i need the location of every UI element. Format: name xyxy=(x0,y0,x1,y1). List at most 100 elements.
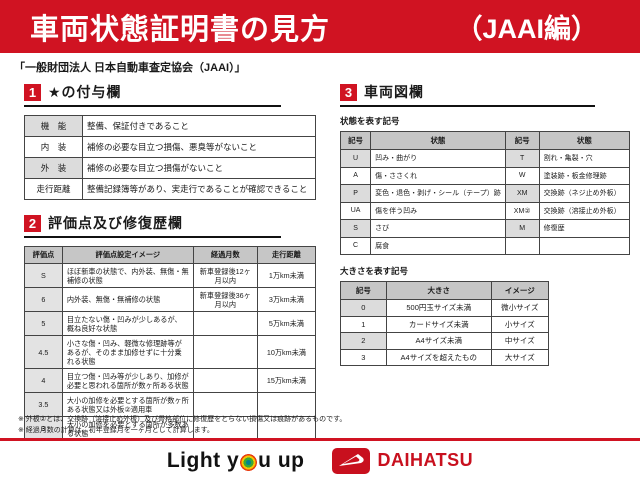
section-number-badge: 2 xyxy=(24,214,41,232)
daihatsu-logo: DAIHATSU xyxy=(332,447,474,474)
table-row: 5 目立たない傷・凹みが少しあるが、概ね良好な状態 5万km未満 xyxy=(24,311,317,336)
cell-image: 大サイズ xyxy=(490,348,549,366)
section-star-header: 1 ★の付与欄 xyxy=(24,82,281,107)
table-row: S さび M 修復歴 xyxy=(339,219,631,238)
target-circle-icon xyxy=(240,453,258,471)
cell-symbol: T xyxy=(504,149,540,168)
col-header-size: 大きさ xyxy=(385,281,492,300)
table-header-row: 記号 大きさ イメージ xyxy=(340,281,549,300)
cell-symbol: 3 xyxy=(340,348,387,366)
cell-state: 変色・退色・剥げ・シール（テープ）跡 xyxy=(370,184,506,203)
cell-desc: 小さな傷・凹み、軽微な修理跡等があるが、そのまま加修せずに十分乗れる状態 xyxy=(61,335,194,369)
table-row: U 凹み・曲がり T 割れ・亀裂・穴 xyxy=(339,149,631,168)
cell-distance: 1万km未満 xyxy=(256,263,317,288)
cell-score: 4.5 xyxy=(24,335,63,369)
cell-state: 交換跡（溶接止め外板） xyxy=(538,201,631,220)
cell-score: 4 xyxy=(24,368,63,393)
section-title: ★の付与欄 xyxy=(48,84,122,100)
cell-symbol: 2 xyxy=(340,332,387,350)
cell-category: 内 装 xyxy=(24,136,83,158)
col-header-symbol: 記号 xyxy=(504,131,540,150)
cell-symbol: XM② xyxy=(504,201,540,220)
cell-symbol: P xyxy=(339,184,372,203)
section-evaluation-header: 2 評価点及び修復歴欄 xyxy=(24,213,281,238)
cell-distance: 5万km未満 xyxy=(256,311,317,336)
cell-symbol xyxy=(504,236,540,255)
slogan-text-right: u up xyxy=(258,448,305,472)
section-title: 車両図欄 xyxy=(364,84,424,100)
table-row: 3.5 大小の加修を必要とする箇所が数ヶ所ある状態又は外板②適用車 xyxy=(24,392,317,417)
daihatsu-mark-icon xyxy=(332,447,371,474)
table-row: 外 装 補修の必要な目立つ損傷がないこと xyxy=(24,157,316,179)
cell-distance: 15万km未満 xyxy=(256,368,317,393)
cell-size: カードサイズ未満 xyxy=(385,315,492,333)
right-column: 3 車両図欄 状態を表す記号 記号 状態 記号 状態 U 凹み・曲がり T 割れ… xyxy=(339,82,631,480)
cell-distance: 10万km未満 xyxy=(256,335,317,369)
page-title-edition: （JAAI編） xyxy=(455,14,598,44)
table-row: C 腐食 xyxy=(339,236,631,255)
col-header-image: イメージ xyxy=(490,281,549,300)
cell-score: 6 xyxy=(24,287,63,312)
col-header-symbol: 記号 xyxy=(339,131,372,150)
cell-symbol: M xyxy=(504,219,540,238)
cell-desc: 内外装、無傷・無補修の状態 xyxy=(61,287,194,312)
cell-category: 走行距離 xyxy=(24,178,83,200)
col-header-symbol: 記号 xyxy=(340,281,387,300)
col-header-image: 評価点設定イメージ xyxy=(61,246,194,264)
size-symbols-table: 記号 大きさ イメージ 0 500円玉サイズ未満 微小サイズ 1 カードサイズ未… xyxy=(340,281,549,366)
cell-category: 外 装 xyxy=(24,157,83,179)
title-banner: 車両状態証明書の見方 （JAAI編） xyxy=(0,0,640,53)
cell-score: 3.5 xyxy=(24,392,63,417)
state-symbols-table: 記号 状態 記号 状態 U 凹み・曲がり T 割れ・亀裂・穴 A 傷・ささくれ … xyxy=(339,131,631,255)
cell-image: 微小サイズ xyxy=(490,299,549,317)
table-row: S ほぼ新車の状態で、内外装、無傷・無補修の状態 新車登録後12ヶ月以内 1万k… xyxy=(24,263,317,288)
slogan-text-left: Light y xyxy=(166,448,240,472)
cell-desc: ほぼ新車の状態で、内外装、無傷・無補修の状態 xyxy=(61,263,194,288)
cell-months xyxy=(192,335,258,369)
cell-score: S xyxy=(24,263,63,288)
col-header-distance: 走行距離 xyxy=(256,246,317,264)
cell-distance: 3万km未満 xyxy=(256,287,317,312)
cell-state: 傷を伴う凹み xyxy=(370,201,506,220)
col-header-months: 経過月数 xyxy=(192,246,258,264)
table-header-row: 評価点 評価点設定イメージ 経過月数 走行距離 xyxy=(24,246,317,264)
cell-symbol: U xyxy=(339,149,372,168)
table-row: UA 傷を伴う凹み XM② 交換跡（溶接止め外板） xyxy=(339,201,631,220)
col-header-score: 評価点 xyxy=(24,246,63,264)
cell-criteria: 整備記録簿等があり、実走行であることが確認できること xyxy=(82,178,316,200)
cell-state: 塗装跡・板金修理跡 xyxy=(538,166,631,185)
table-row: A 傷・ささくれ W 塗装跡・板金修理跡 xyxy=(339,166,631,185)
cell-months xyxy=(192,368,258,393)
cell-category: 機 能 xyxy=(24,115,83,137)
cell-size: A4サイズを超えたもの xyxy=(385,348,492,366)
table-row: 3 A4サイズを超えたもの 大サイズ xyxy=(340,348,549,366)
footnote-line: ※ 経過月数の計算は、初年登録月を一ヶ月として計算します。 xyxy=(18,426,214,434)
cell-distance xyxy=(256,392,317,417)
star-criteria-table: 機 能 整備、保証付きであること 内 装 補修の必要な目立つ損傷、悪臭等がないこ… xyxy=(24,115,316,200)
cell-symbol: W xyxy=(504,166,540,185)
table-row: 2 A4サイズ未満 中サイズ xyxy=(340,332,549,350)
cell-criteria: 整備、保証付きであること xyxy=(82,115,316,137)
cell-months: 新車登録後12ヶ月以内 xyxy=(192,263,258,288)
cell-symbol: S xyxy=(339,219,372,238)
cell-symbol: UA xyxy=(339,201,372,220)
section-number-badge: 3 xyxy=(340,83,357,101)
page-title: 車両状態証明書の見方 xyxy=(30,13,331,46)
table-row: 内 装 補修の必要な目立つ損傷、悪臭等がないこと xyxy=(24,136,316,158)
cell-state: 腐食 xyxy=(370,236,506,255)
cell-criteria: 補修の必要な目立つ損傷がないこと xyxy=(82,157,316,179)
table-row: P 変色・退色・剥げ・シール（テープ）跡 XM 交換跡（ネジ止め外板） xyxy=(339,184,631,203)
table-row: 1 カードサイズ未満 小サイズ xyxy=(340,315,549,333)
brand-name: DAIHATSU xyxy=(377,450,474,470)
section-diagram-header: 3 車両図欄 xyxy=(340,82,596,107)
cell-symbol: A xyxy=(339,166,372,185)
cell-symbol: XM xyxy=(504,184,540,203)
cell-months: 新車登録後36ヶ月以内 xyxy=(192,287,258,312)
red-divider xyxy=(0,438,640,441)
cell-months xyxy=(192,311,258,336)
state-symbols-label: 状態を表す記号 xyxy=(340,116,400,126)
table-row: 0 500円玉サイズ未満 微小サイズ xyxy=(340,299,549,317)
cell-state xyxy=(538,236,631,255)
footer: Light y u up DAIHATSU xyxy=(0,441,640,480)
